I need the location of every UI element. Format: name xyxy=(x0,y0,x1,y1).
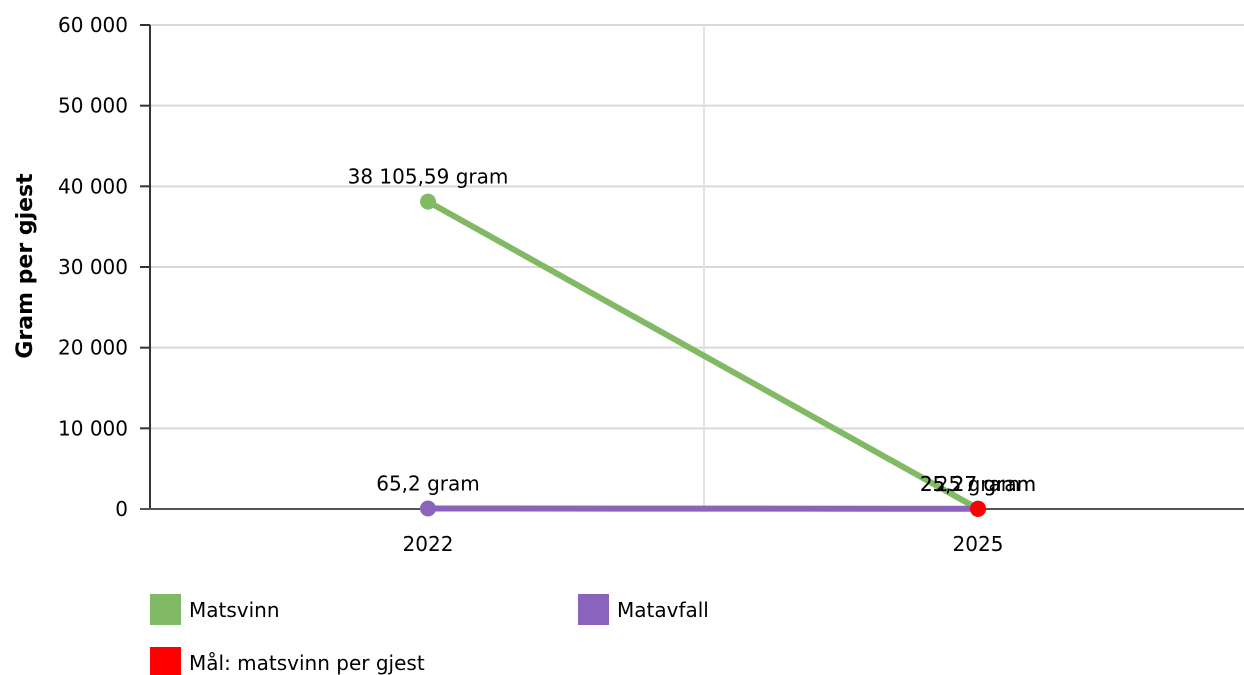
data-label: 25,27 gram xyxy=(920,472,1036,496)
data-point xyxy=(420,500,436,517)
y-tick-label: 10 000 xyxy=(58,416,128,440)
data-label: 38 105,59 gram xyxy=(348,165,509,189)
axes: 0 10 000 20 000 30 000 40 000 50 000 60 000 202… xyxy=(58,13,1244,556)
legend-item[interactable]: Matsvinn xyxy=(150,594,280,625)
data-point xyxy=(970,500,986,517)
legend[interactable]: Matsvinn Matavfall Mål: matsvinn per gjest xyxy=(150,594,709,675)
legend-item[interactable]: Matavfall xyxy=(578,594,709,625)
y-tick-label: 20 000 xyxy=(58,336,128,360)
legend-swatch xyxy=(150,647,181,675)
data-label: 65,2 gram xyxy=(376,471,480,495)
legend-item[interactable]: Mål: matsvinn per gjest xyxy=(150,647,425,675)
legend-label: Mål: matsvinn per gjest xyxy=(189,651,425,675)
y-tick-label: 40 000 xyxy=(58,174,128,198)
y-tick-label: 50 000 xyxy=(58,94,128,118)
legend-swatch xyxy=(150,594,181,625)
series-line-matsvinn xyxy=(425,198,981,512)
y-tick-label: 0 xyxy=(115,497,128,521)
data-point xyxy=(420,193,436,210)
series xyxy=(420,193,986,517)
y-axis-title: Gram per gjest xyxy=(13,173,38,359)
legend-label: Matsvinn xyxy=(189,598,280,622)
legend-label: Matavfall xyxy=(617,598,709,622)
y-tick-label: 30 000 xyxy=(58,255,128,279)
data-label: 25 gram xyxy=(936,472,1020,496)
legend-swatch xyxy=(578,594,609,625)
y-tick-label: 60 000 xyxy=(58,13,128,37)
x-tick-label: 2025 xyxy=(953,532,1004,556)
data-label: 25,27 gram xyxy=(920,472,1036,496)
grid xyxy=(150,24,1244,509)
x-tick-label: 2022 xyxy=(403,532,454,556)
